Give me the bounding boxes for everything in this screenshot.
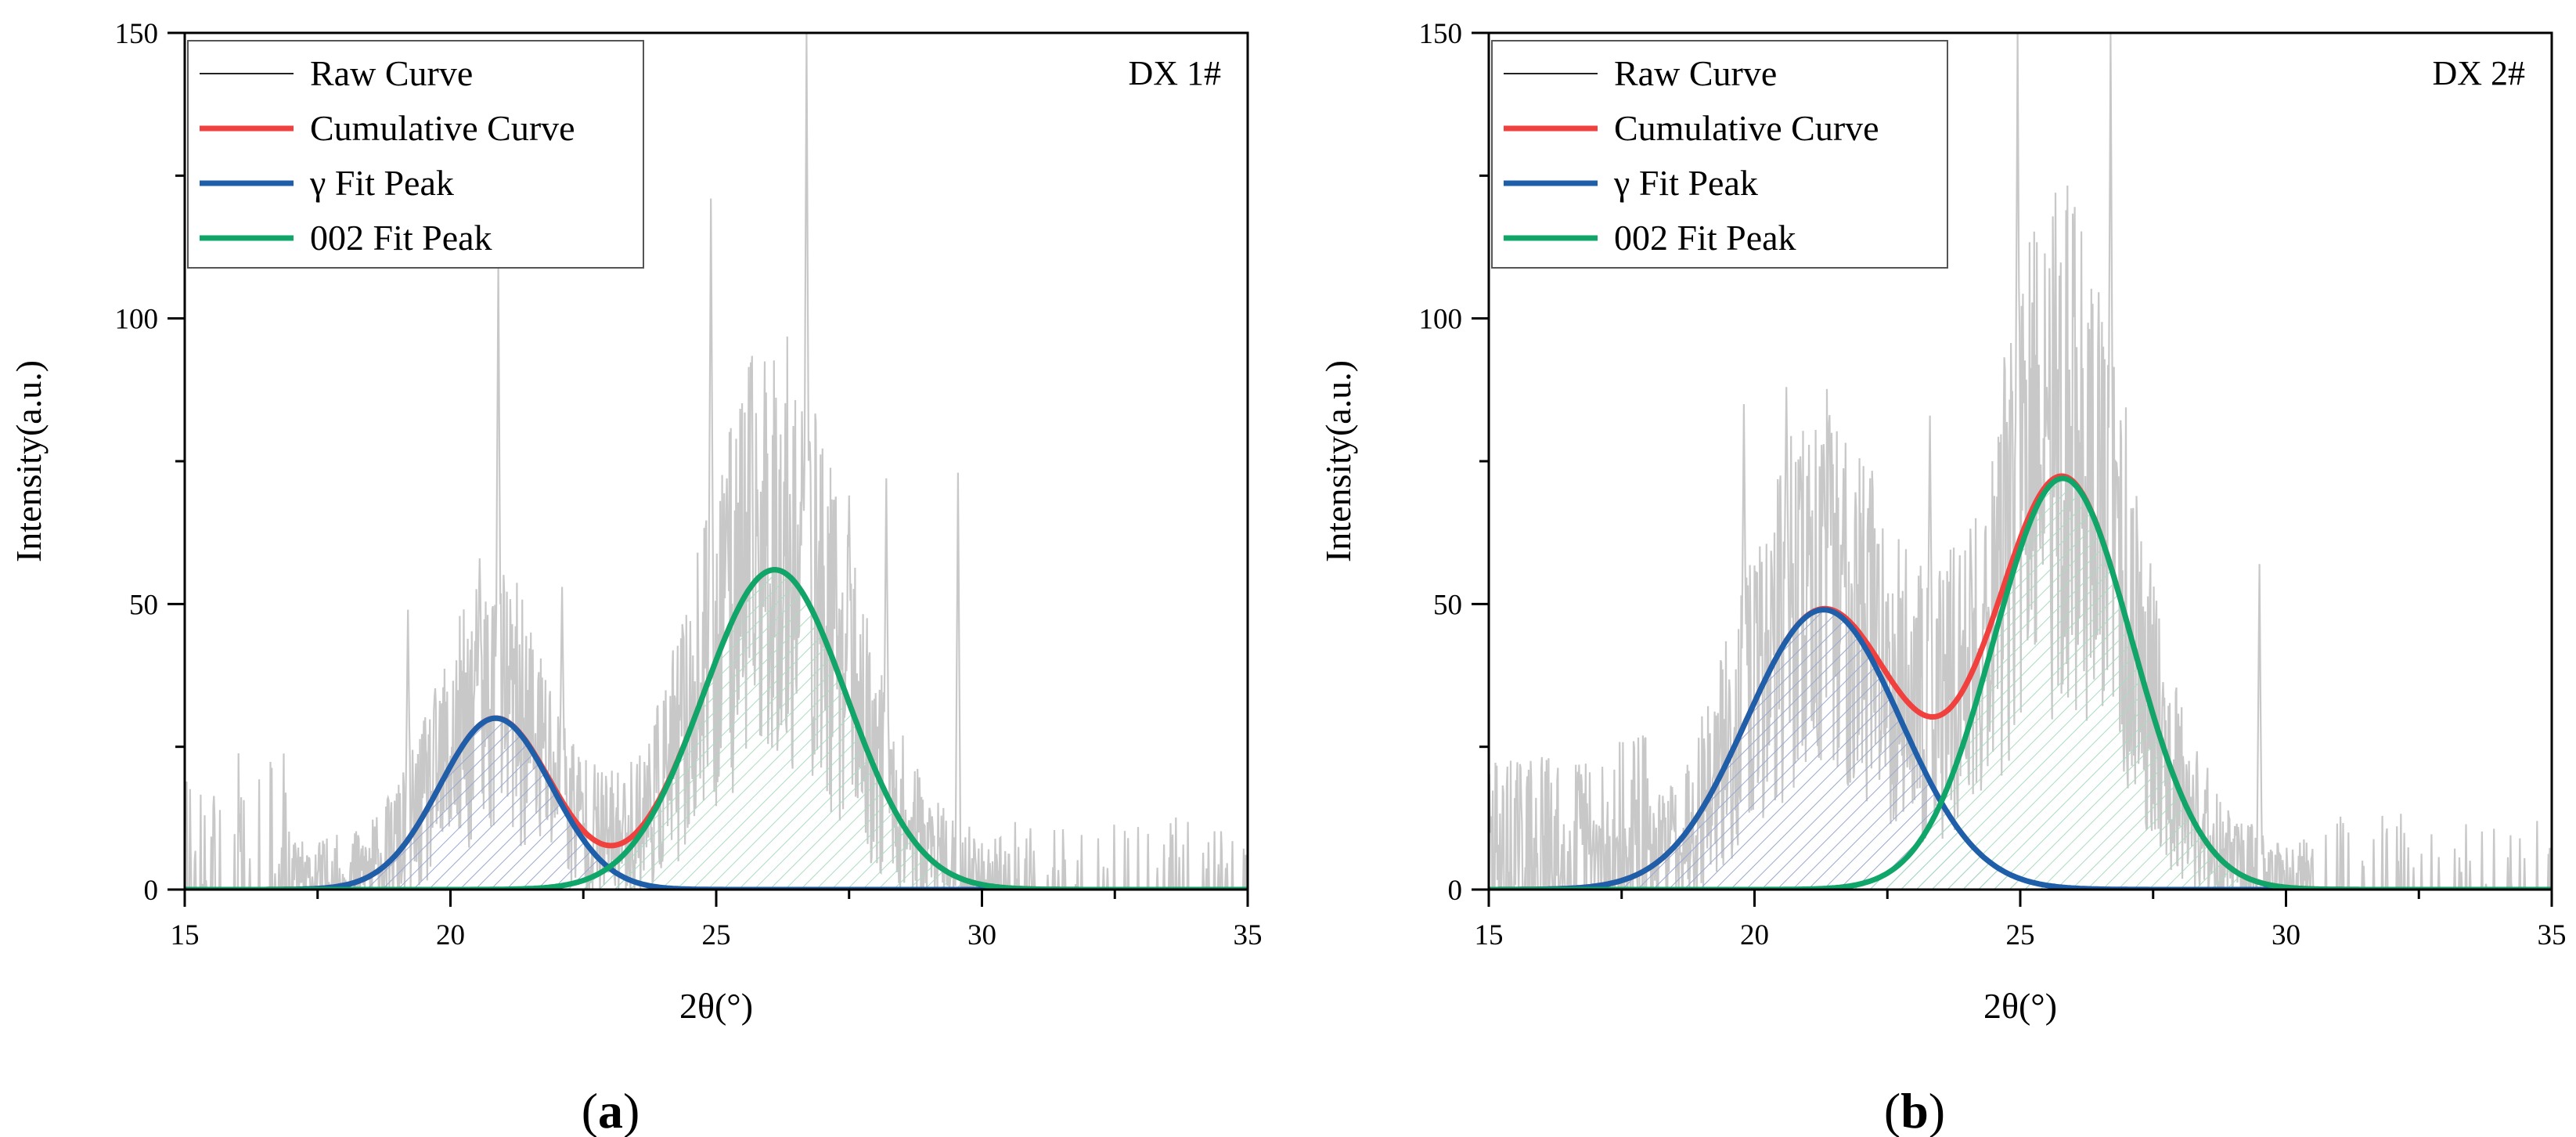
x-tick-label: 35 [2538, 919, 2567, 951]
caption-letter-b: b [1900, 1083, 1929, 1137]
legend-label-002: 002 Fit Peak [310, 218, 492, 258]
x-tick-label: 30 [967, 919, 996, 951]
caption-letter-a: a [598, 1083, 623, 1137]
y-tick-label: 0 [1448, 875, 1463, 907]
y-tick-label: 50 [129, 589, 158, 621]
gamma-peak-fill [1489, 609, 2552, 890]
subfigure-caption-b: (b) [1884, 1083, 1945, 1137]
y-axis-title-a: Intensity(a.u.) [9, 360, 49, 562]
legend-label-cumulative: Cumulative Curve [1614, 108, 1879, 148]
x-axis-title-a: 2θ(°) [679, 986, 753, 1026]
y-tick-label: 0 [144, 875, 159, 907]
panel-tag-b: DX 2# [2432, 54, 2525, 92]
y-tick-label: 100 [115, 304, 159, 336]
legend-label-raw: Raw Curve [1614, 53, 1777, 93]
y-tick-label: 50 [1433, 589, 1462, 621]
caption-open-a: ( [582, 1083, 598, 1137]
x-tick-label: 20 [1740, 919, 1769, 951]
x-axis-title-b: 2θ(°) [1983, 986, 2057, 1026]
y-tick-label: 150 [1419, 18, 1463, 50]
chart-panel-a: 15 20 25 30 35 0 50 100 150 2θ(°) Intensity(a.u.… [9, 18, 1263, 1137]
legend-b: Raw Curve Cumulative Curve γ Fit Peak 00… [1491, 40, 1948, 269]
y-axis-title-b: Intensity(a.u.) [1318, 360, 1358, 562]
caption-open-b: ( [1884, 1083, 1900, 1137]
axis-ticks-b: 15 20 25 30 35 0 50 100 150 [1419, 18, 2567, 951]
x-tick-label: 35 [1234, 919, 1263, 951]
legend-label-gamma: γ Fit Peak [309, 163, 454, 203]
x-tick-label: 30 [2272, 919, 2300, 951]
subfigure-caption-a: (a) [582, 1083, 640, 1137]
plot-area-b [1489, 33, 2552, 890]
legend-label-002: 002 Fit Peak [1614, 218, 1796, 258]
gamma-peak-fill [185, 718, 1248, 890]
caption-close-b: ) [1929, 1083, 1945, 1137]
peak-002-fill [185, 569, 1248, 890]
y-tick-label: 100 [1419, 304, 1463, 336]
gamma-fit-peak-curve [1489, 607, 2552, 890]
x-tick-label: 15 [171, 919, 200, 951]
caption-close-a: ) [623, 1083, 639, 1137]
legend-label-gamma: γ Fit Peak [1613, 163, 1758, 203]
axis-ticks-a: 15 20 25 30 35 0 50 100 150 [115, 18, 1263, 951]
y-tick-label: 150 [115, 18, 159, 50]
legend-box-a [187, 40, 644, 269]
x-tick-label: 20 [436, 919, 465, 951]
legend-label-cumulative: Cumulative Curve [310, 108, 575, 148]
peak-002-fill [1489, 478, 2552, 890]
x-tick-label: 15 [1475, 919, 1504, 951]
legend-label-raw: Raw Curve [310, 53, 473, 93]
x-tick-label: 25 [2006, 919, 2035, 951]
legend-a: Raw Curve Cumulative Curve γ Fit Peak 00… [187, 40, 644, 269]
panel-tag-a: DX 1# [1128, 54, 1221, 92]
legend-box-b [1491, 40, 1948, 269]
fit-peak-002-curve [1489, 475, 2552, 890]
chart-panel-b: 15 20 25 30 35 0 50 100 150 2θ(°) Intensity(a.u.… [1318, 18, 2567, 1137]
x-tick-label: 25 [702, 919, 731, 951]
